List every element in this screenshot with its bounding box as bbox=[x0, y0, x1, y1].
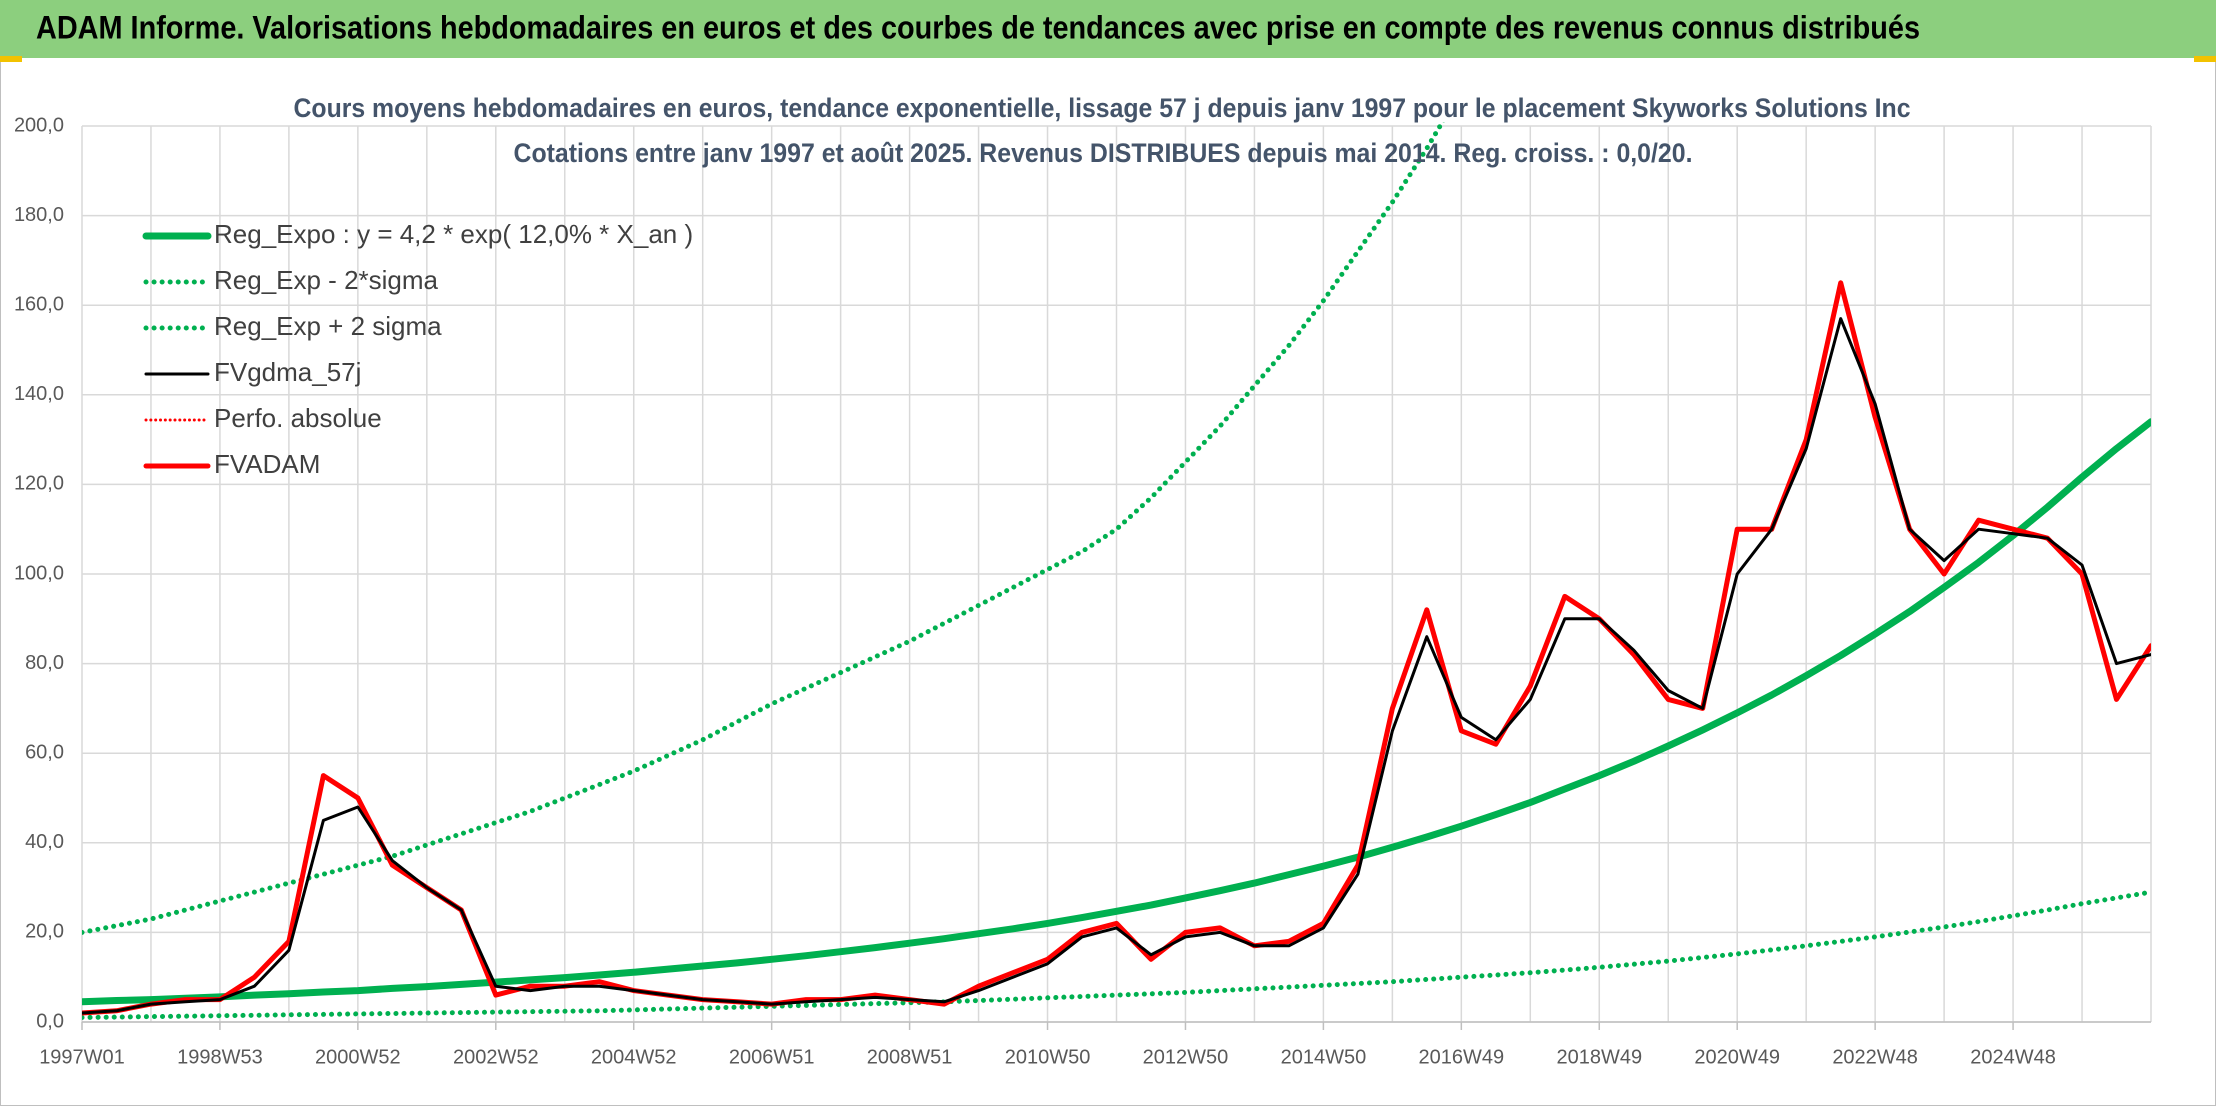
chart-title: Cours moyens hebdomadaires en euros, ten… bbox=[294, 93, 1911, 123]
banner-bar bbox=[0, 0, 2216, 58]
series-line bbox=[82, 122, 1446, 935]
x-tick-label: 2002W52 bbox=[453, 1046, 539, 1068]
x-tick-label: 2014W50 bbox=[1281, 1046, 1367, 1068]
x-tick-label: 2000W52 bbox=[315, 1046, 401, 1068]
x-tick-label: 1998W53 bbox=[177, 1046, 263, 1068]
x-tick-label: 2016W49 bbox=[1419, 1046, 1505, 1068]
y-tick-label: 80,0 bbox=[25, 652, 64, 674]
x-tick-label: 2004W52 bbox=[591, 1046, 677, 1068]
y-tick-label: 0,0 bbox=[36, 1010, 64, 1032]
plot: 0,0 20,0 40,0 60,0 80,0 100,0 120,0 140,0 160,0 1… bbox=[14, 114, 2152, 1068]
y-tick-label: 180,0 bbox=[14, 204, 64, 226]
chart-subtitle: Cotations entre janv 1997 et août 2025. … bbox=[514, 138, 1693, 168]
x-tick-label: 2006W51 bbox=[729, 1046, 815, 1068]
series-line bbox=[82, 889, 2151, 1020]
y-tick-label: 100,0 bbox=[14, 562, 64, 584]
legend-label: Reg_Expo : y = 4,2 * exp( 12,0% * X_an ) bbox=[214, 219, 693, 249]
x-tick-label: 2008W51 bbox=[867, 1046, 953, 1068]
y-tick-label: 60,0 bbox=[25, 741, 64, 763]
x-tick-label: 2022W48 bbox=[1832, 1046, 1918, 1068]
x-tick-label: 2010W50 bbox=[1005, 1046, 1091, 1068]
series-line bbox=[82, 418, 2151, 1006]
y-tick-label: 160,0 bbox=[14, 293, 64, 315]
y-tick-label: 140,0 bbox=[14, 383, 64, 405]
banner-title: ADAM Informe. Valorisations hebdomadaire… bbox=[36, 9, 1920, 45]
x-tick-label: 2020W49 bbox=[1694, 1046, 1780, 1068]
x-tick-label: 2024W48 bbox=[1970, 1046, 2056, 1068]
y-tick-label: 20,0 bbox=[25, 921, 64, 943]
y-tick-label: 200,0 bbox=[14, 114, 64, 136]
corner-mark bbox=[0, 56, 22, 62]
legend-label: Reg_Exp + 2 sigma bbox=[214, 311, 442, 341]
x-tick-label: 2012W50 bbox=[1143, 1046, 1229, 1068]
legend-label: Reg_Exp - 2*sigma bbox=[214, 265, 439, 295]
legend-label: FVgdma_57j bbox=[214, 357, 361, 387]
legend-label: FVADAM bbox=[214, 449, 320, 479]
legend-label: Perfo. absolue bbox=[214, 403, 382, 433]
y-tick-label: 120,0 bbox=[14, 473, 64, 495]
y-tick-label: 40,0 bbox=[25, 831, 64, 853]
x-tick-label: 2018W49 bbox=[1556, 1046, 1642, 1068]
series-line bbox=[82, 317, 2151, 1015]
corner-mark bbox=[2194, 56, 2216, 62]
x-tick-label: 1997W01 bbox=[39, 1046, 125, 1068]
